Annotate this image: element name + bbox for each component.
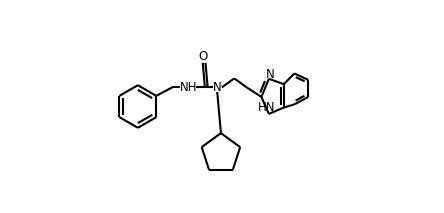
Text: HN: HN <box>258 101 275 114</box>
Text: N: N <box>266 68 274 81</box>
Text: NH: NH <box>179 81 197 94</box>
Text: N: N <box>213 81 222 94</box>
Text: O: O <box>198 50 207 63</box>
